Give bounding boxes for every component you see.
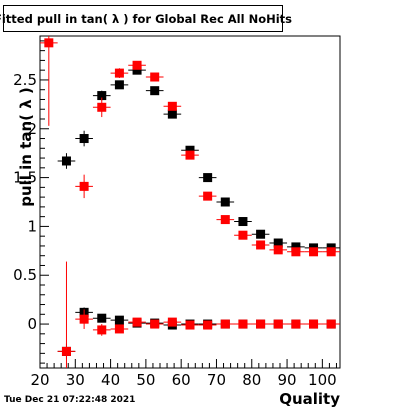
data-point xyxy=(291,247,301,257)
data-point xyxy=(291,319,301,329)
data-point xyxy=(150,72,160,82)
data-point xyxy=(291,242,301,252)
y-axis-label-box: pull in tan( λ ) xyxy=(6,87,36,207)
y-tick-label: 1 xyxy=(27,217,37,235)
data-point xyxy=(203,191,213,201)
data-point xyxy=(256,229,266,239)
data-point xyxy=(220,215,230,225)
x-tick-label: 20 xyxy=(30,371,49,389)
data-point xyxy=(220,197,230,207)
data-point xyxy=(132,317,142,327)
data-point xyxy=(309,319,319,329)
x-tick-label: 80 xyxy=(242,371,261,389)
data-point xyxy=(220,319,230,329)
data-point xyxy=(238,230,248,240)
y-tick-label: 2.5 xyxy=(13,71,37,89)
x-tick-label: 30 xyxy=(66,371,85,389)
data-point xyxy=(309,247,319,257)
data-point xyxy=(256,240,266,250)
data-point xyxy=(61,156,71,166)
data-point xyxy=(238,319,248,329)
data-point xyxy=(238,217,248,227)
data-marks xyxy=(40,36,340,368)
y-tick-label: 0.5 xyxy=(13,266,37,284)
data-point xyxy=(273,238,283,248)
data-point xyxy=(97,91,107,101)
data-point xyxy=(203,173,213,183)
data-point xyxy=(203,320,213,330)
data-point xyxy=(79,134,89,144)
x-tick-label: 90 xyxy=(278,371,297,389)
y-tick-label: 0 xyxy=(27,315,37,333)
x-tick-label: 100 xyxy=(308,371,337,389)
data-point xyxy=(79,181,89,191)
data-point xyxy=(167,109,177,119)
data-point xyxy=(185,320,195,330)
data-point xyxy=(114,324,124,334)
datestamp: Tue Dec 21 07:22:48 2021 xyxy=(4,395,136,405)
data-point xyxy=(61,346,71,356)
data-point xyxy=(114,315,124,325)
x-tick-label: 50 xyxy=(136,371,155,389)
data-point xyxy=(114,80,124,90)
x-tick-label: 40 xyxy=(101,371,120,389)
data-point xyxy=(97,313,107,323)
data-point xyxy=(97,325,107,335)
y-axis-label: pull in tan( λ ) xyxy=(17,87,35,207)
x-tick-label: 60 xyxy=(172,371,191,389)
x-axis-label: Quality xyxy=(279,390,340,408)
chart-title: Fitted pull in tan( λ ) for Global Rec A… xyxy=(0,5,292,32)
data-point xyxy=(79,314,89,324)
data-point xyxy=(97,102,107,112)
data-point xyxy=(150,319,160,329)
data-point xyxy=(132,65,142,75)
data-point xyxy=(167,101,177,111)
y-tick-label: 2 xyxy=(27,120,37,138)
data-point xyxy=(273,245,283,255)
data-point xyxy=(150,86,160,96)
data-point xyxy=(185,150,195,160)
data-point xyxy=(132,60,142,70)
data-point xyxy=(256,319,266,329)
plot-frame xyxy=(39,35,341,369)
data-point xyxy=(44,38,54,48)
data-point xyxy=(326,247,336,257)
y-tick-label: 1.5 xyxy=(13,169,37,187)
data-point xyxy=(167,317,177,327)
axes: 20 30 40 50 60 70 80 90 100 0 0.5 1 1.5 2 2.5 xyxy=(13,40,337,389)
data-point xyxy=(185,145,195,155)
data-point xyxy=(114,68,124,78)
data-point xyxy=(273,319,283,329)
x-tick-label: 70 xyxy=(207,371,226,389)
data-point xyxy=(326,319,336,329)
